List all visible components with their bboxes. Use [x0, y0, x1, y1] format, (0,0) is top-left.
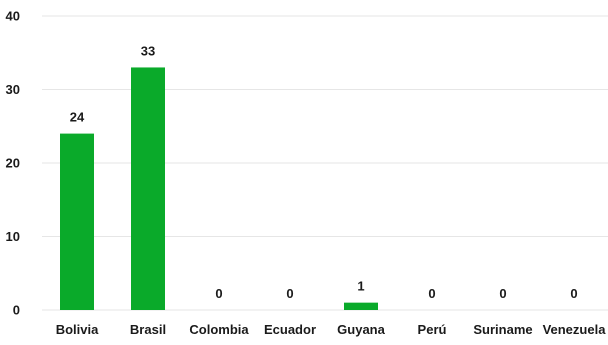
x-tick-label-colombia: Colombia: [189, 322, 249, 337]
y-tick-label: 0: [13, 303, 20, 318]
y-tick-label: 20: [6, 156, 20, 171]
data-label-suriname: 0: [499, 286, 506, 301]
data-label-brasil: 33: [141, 43, 155, 58]
data-labels: 24 33 0 0 1 0 0 0: [70, 43, 578, 301]
y-axis: 0 10 20 30 40: [6, 9, 20, 318]
bar-bolivia: [60, 133, 94, 310]
x-axis: Bolivia Brasil Colombia Ecuador Guyana Perú Su…: [56, 322, 607, 337]
bar-guyana: [344, 302, 378, 310]
bar-brasil: [131, 67, 165, 310]
bars: [60, 67, 378, 310]
data-label-ecuador: 0: [286, 286, 293, 301]
x-tick-label-suriname: Suriname: [473, 322, 532, 337]
data-label-colombia: 0: [215, 286, 222, 301]
y-tick-label: 10: [6, 229, 20, 244]
x-tick-label-guyana: Guyana: [337, 322, 385, 337]
x-tick-label-bolivia: Bolivia: [56, 322, 99, 337]
x-tick-label-perú: Perú: [418, 322, 447, 337]
y-tick-label: 40: [6, 9, 20, 24]
x-tick-label-venezuela: Venezuela: [543, 322, 607, 337]
x-tick-label-brasil: Brasil: [130, 322, 166, 337]
data-label-venezuela: 0: [570, 286, 577, 301]
y-tick-label: 30: [6, 82, 20, 97]
data-label-guyana: 1: [357, 279, 364, 294]
x-tick-label-ecuador: Ecuador: [264, 322, 316, 337]
grid-lines: [42, 15, 608, 311]
data-label-perú: 0: [428, 286, 435, 301]
data-label-bolivia: 24: [70, 110, 85, 125]
